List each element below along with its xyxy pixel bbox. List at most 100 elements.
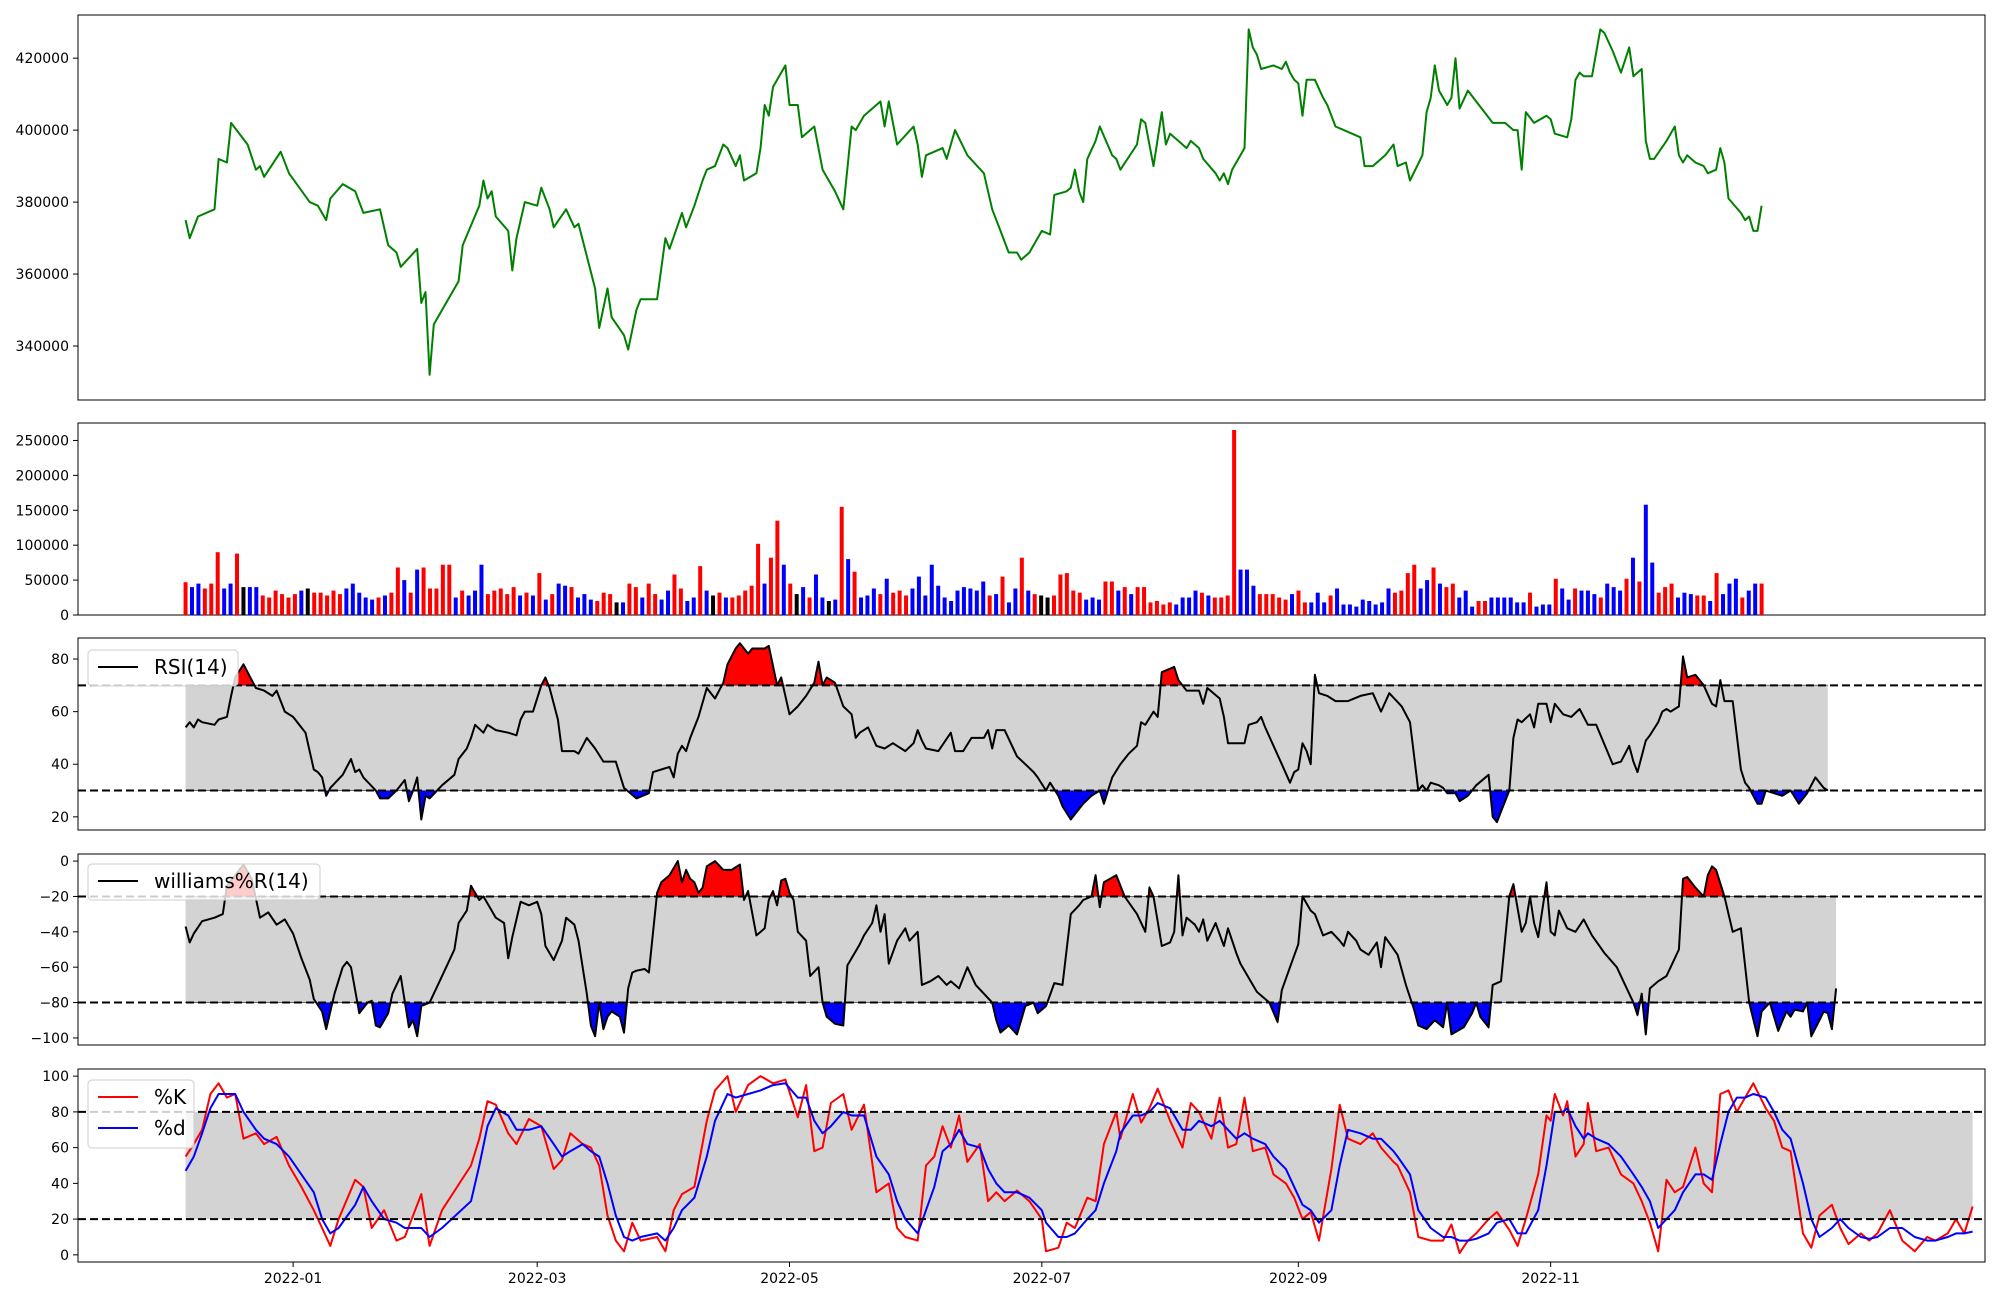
volume-bar	[1367, 601, 1372, 615]
volume-bar	[717, 592, 722, 615]
volume-bar	[1206, 595, 1211, 615]
volume-bar	[1585, 590, 1590, 615]
volume-bar	[1199, 592, 1204, 615]
williams-line	[184, 860, 1838, 1038]
volume-bar	[1630, 557, 1635, 615]
date-tick-label: 2022-03	[508, 1271, 567, 1287]
volume-bar	[904, 595, 909, 615]
volume-bar	[363, 597, 368, 615]
volume-bar	[1302, 602, 1307, 615]
volume-bar	[511, 587, 516, 615]
volume-bar	[608, 594, 613, 615]
volume-bar	[196, 583, 201, 615]
date-tick-label: 2022-09	[1269, 1271, 1328, 1287]
volume-bar	[189, 587, 194, 615]
volume-bar	[1071, 590, 1076, 615]
volume-bar	[1476, 601, 1481, 615]
volume-bar	[1084, 599, 1089, 615]
volume-bar	[537, 573, 542, 615]
volume-bar	[678, 588, 683, 615]
volume-bar	[666, 590, 671, 615]
volume-bar	[994, 594, 999, 615]
volume-bar	[775, 520, 780, 615]
volume-bar	[473, 590, 478, 615]
volume-bar	[961, 587, 966, 615]
volume-bar	[395, 567, 400, 615]
volume-bar	[1547, 604, 1552, 615]
rsi-line	[184, 642, 1829, 824]
volume-bar	[305, 588, 310, 615]
volume-bar	[627, 583, 632, 615]
volume-bar	[1753, 583, 1758, 615]
volume-bar	[1412, 564, 1417, 615]
williams-legend-label: williams%R(14)	[154, 869, 309, 893]
volume-bar	[1006, 602, 1011, 615]
volume-bar	[460, 590, 465, 615]
volume-bar	[1676, 597, 1680, 615]
volume-bar	[1663, 587, 1668, 615]
volume-bar	[968, 588, 973, 615]
volume-bar	[1045, 597, 1050, 615]
volume-bar	[1013, 588, 1018, 615]
volume-bar	[209, 583, 214, 615]
volume-bar	[447, 564, 452, 615]
volume-bar	[781, 564, 786, 615]
price-frame	[77, 14, 1986, 401]
williams-r-panel: −100 −80 −60 −40 −20 0	[31, 853, 1986, 1047]
volume-bar	[910, 588, 915, 615]
volume-bar	[357, 592, 362, 615]
volume-bar	[916, 576, 921, 615]
volume-bar	[833, 599, 838, 615]
volume-bar	[1708, 601, 1713, 615]
rsi-frame	[77, 637, 1986, 831]
williams-ytick-label: −20	[39, 889, 69, 905]
stochastic-ytick-label: 100	[42, 1069, 69, 1085]
volume-bar	[859, 597, 864, 615]
volume-bar	[749, 585, 754, 615]
volume-bar	[1611, 587, 1616, 615]
volume-bar	[1463, 590, 1468, 615]
volume-bar	[267, 597, 272, 615]
volume-bar	[1142, 587, 1147, 615]
volume-bar	[569, 587, 574, 615]
volume-bar	[312, 592, 317, 615]
stochastic-ytick-label: 20	[51, 1212, 69, 1228]
volume-bar	[1695, 595, 1700, 615]
volume-bar	[826, 601, 831, 615]
volume-bar	[1347, 604, 1352, 615]
volume-bar	[1283, 599, 1288, 615]
stochastic-band	[185, 1111, 1973, 1220]
volume-bar	[1566, 599, 1571, 615]
volume-bar	[640, 597, 645, 615]
volume-bar	[235, 553, 240, 615]
rsi-oversold-fill	[185, 790, 1829, 824]
volume-bar	[601, 592, 606, 615]
volume-bar	[974, 590, 979, 615]
volume-bar	[1219, 597, 1224, 615]
volume-bar	[1392, 592, 1397, 615]
williams-ytick-label: −80	[39, 996, 69, 1012]
volume-bar	[183, 582, 188, 615]
volume-bar	[1309, 602, 1314, 615]
d-line	[184, 1082, 1973, 1242]
volume-bar	[524, 592, 529, 615]
volume-bar	[646, 583, 651, 615]
volume-bar	[222, 588, 227, 615]
volume-bar	[691, 597, 696, 615]
volume-bar	[897, 590, 902, 615]
volume-bar	[453, 597, 458, 615]
stochastic-panel: 0 20 40 60 80 100	[42, 1068, 1986, 1264]
volume-bar	[1418, 588, 1423, 615]
volume-bar	[331, 590, 336, 615]
volume-bar	[1296, 590, 1301, 615]
volume-bar	[1264, 594, 1269, 615]
volume-bar	[1598, 597, 1603, 615]
volume-bar	[878, 594, 883, 615]
volume-bar	[1425, 580, 1430, 615]
volume-panel: 0 50000 100000 150000 200000 250000	[16, 422, 1986, 624]
volume-bar	[1540, 604, 1545, 615]
volume-bar	[891, 592, 896, 615]
volume-bar	[1193, 590, 1198, 615]
volume-bar	[884, 578, 889, 615]
